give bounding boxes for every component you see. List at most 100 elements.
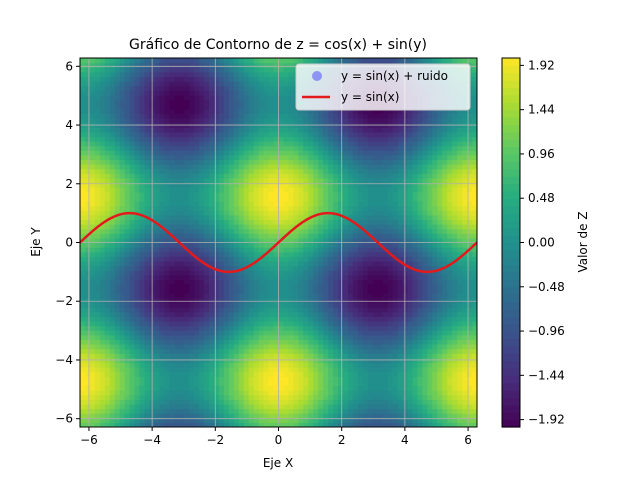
heat-cell	[293, 196, 299, 202]
heat-cell	[139, 399, 146, 405]
heat-cell	[204, 376, 210, 382]
heat-cell	[362, 422, 369, 427]
heat-cell	[258, 168, 265, 174]
heat-cell	[253, 224, 260, 230]
heat-cell	[119, 131, 126, 138]
heat-cell	[119, 357, 126, 364]
heat-cell	[372, 325, 379, 331]
heat-cell	[243, 362, 250, 368]
heat-cell	[199, 417, 205, 423]
heat-cell	[119, 164, 126, 170]
heat-cell	[124, 288, 131, 294]
heat-cell	[347, 265, 354, 271]
heat-cell	[382, 214, 389, 221]
heat-cell	[233, 71, 240, 78]
heat-cell	[278, 200, 285, 207]
heat-cell	[248, 214, 255, 221]
heat-cell	[347, 325, 354, 331]
heat-cell	[209, 343, 215, 350]
heat-cell	[238, 182, 245, 188]
heat-cell	[338, 422, 344, 427]
heat-cell	[233, 205, 240, 211]
heat-cell	[233, 76, 240, 82]
heat-cell	[223, 62, 230, 68]
heat-cell	[243, 385, 250, 391]
heat-cell	[94, 145, 101, 151]
heat-cell	[333, 403, 339, 410]
heat-cell	[164, 320, 170, 327]
heat-cell	[357, 117, 364, 124]
heat-cell	[387, 380, 394, 387]
heat-cell	[174, 256, 180, 262]
heat-cell	[169, 260, 175, 267]
heat-cell	[318, 311, 324, 317]
heat-cell	[238, 284, 245, 290]
heat-cell	[189, 279, 195, 285]
heat-cell	[223, 104, 230, 110]
heat-cell	[233, 131, 240, 138]
heat-cell	[308, 403, 314, 410]
heat-cell	[288, 182, 294, 188]
heat-cell	[174, 357, 180, 364]
heat-cell	[313, 233, 319, 239]
heat-cell	[273, 371, 280, 377]
heat-cell	[159, 247, 165, 253]
heat-cell	[308, 251, 314, 257]
heat-cell	[367, 205, 374, 211]
heat-cell	[169, 371, 175, 377]
heat-cell	[233, 159, 240, 165]
heat-cell	[278, 224, 285, 230]
heat-cell	[343, 224, 349, 230]
heat-cell	[194, 237, 200, 244]
heat-cell	[204, 76, 210, 82]
heat-cell	[144, 224, 151, 230]
heat-cell	[357, 348, 364, 354]
heat-cell	[273, 380, 280, 387]
heat-cell	[80, 154, 86, 161]
heat-cell	[303, 187, 309, 193]
heat-cell	[313, 334, 319, 340]
heat-cell	[209, 164, 215, 170]
heat-cell	[104, 422, 111, 427]
heat-cell	[387, 413, 394, 419]
heat-cell	[387, 297, 394, 304]
heat-cell	[109, 99, 116, 105]
heat-cell	[213, 371, 220, 377]
heat-cell	[139, 117, 146, 124]
heat-cell	[129, 94, 136, 101]
heat-cell	[233, 390, 240, 396]
heat-cell	[253, 131, 260, 138]
heat-cell	[204, 399, 210, 405]
heat-cell	[288, 316, 294, 322]
heat-cell	[268, 265, 275, 271]
heat-cell	[80, 228, 86, 234]
heat-cell	[184, 85, 190, 91]
heat-cell	[109, 353, 116, 359]
heat-cell	[139, 307, 146, 313]
heat-cell	[109, 113, 116, 119]
heat-cell	[298, 297, 304, 304]
heat-cell	[283, 104, 290, 110]
heat-cell	[209, 325, 215, 331]
heat-cell	[184, 316, 190, 322]
heat-cell	[338, 284, 344, 290]
heat-cell	[293, 256, 299, 262]
heat-cell	[278, 288, 285, 294]
heat-cell	[94, 136, 101, 142]
heat-cell	[367, 417, 374, 423]
heat-cell	[89, 159, 96, 165]
heat-cell	[328, 380, 334, 387]
heat-cell	[323, 357, 329, 364]
heat-cell	[144, 357, 151, 364]
heat-cell	[209, 58, 215, 64]
heat-cell	[194, 141, 200, 147]
heat-cell	[303, 403, 309, 410]
heat-cell	[164, 330, 170, 336]
heat-cell	[278, 219, 285, 225]
heat-cell	[377, 256, 384, 262]
heat-cell	[258, 399, 265, 405]
heat-cell	[283, 390, 290, 396]
heat-cell	[84, 67, 91, 73]
heat-cell	[114, 362, 121, 368]
heat-cell	[194, 390, 200, 396]
